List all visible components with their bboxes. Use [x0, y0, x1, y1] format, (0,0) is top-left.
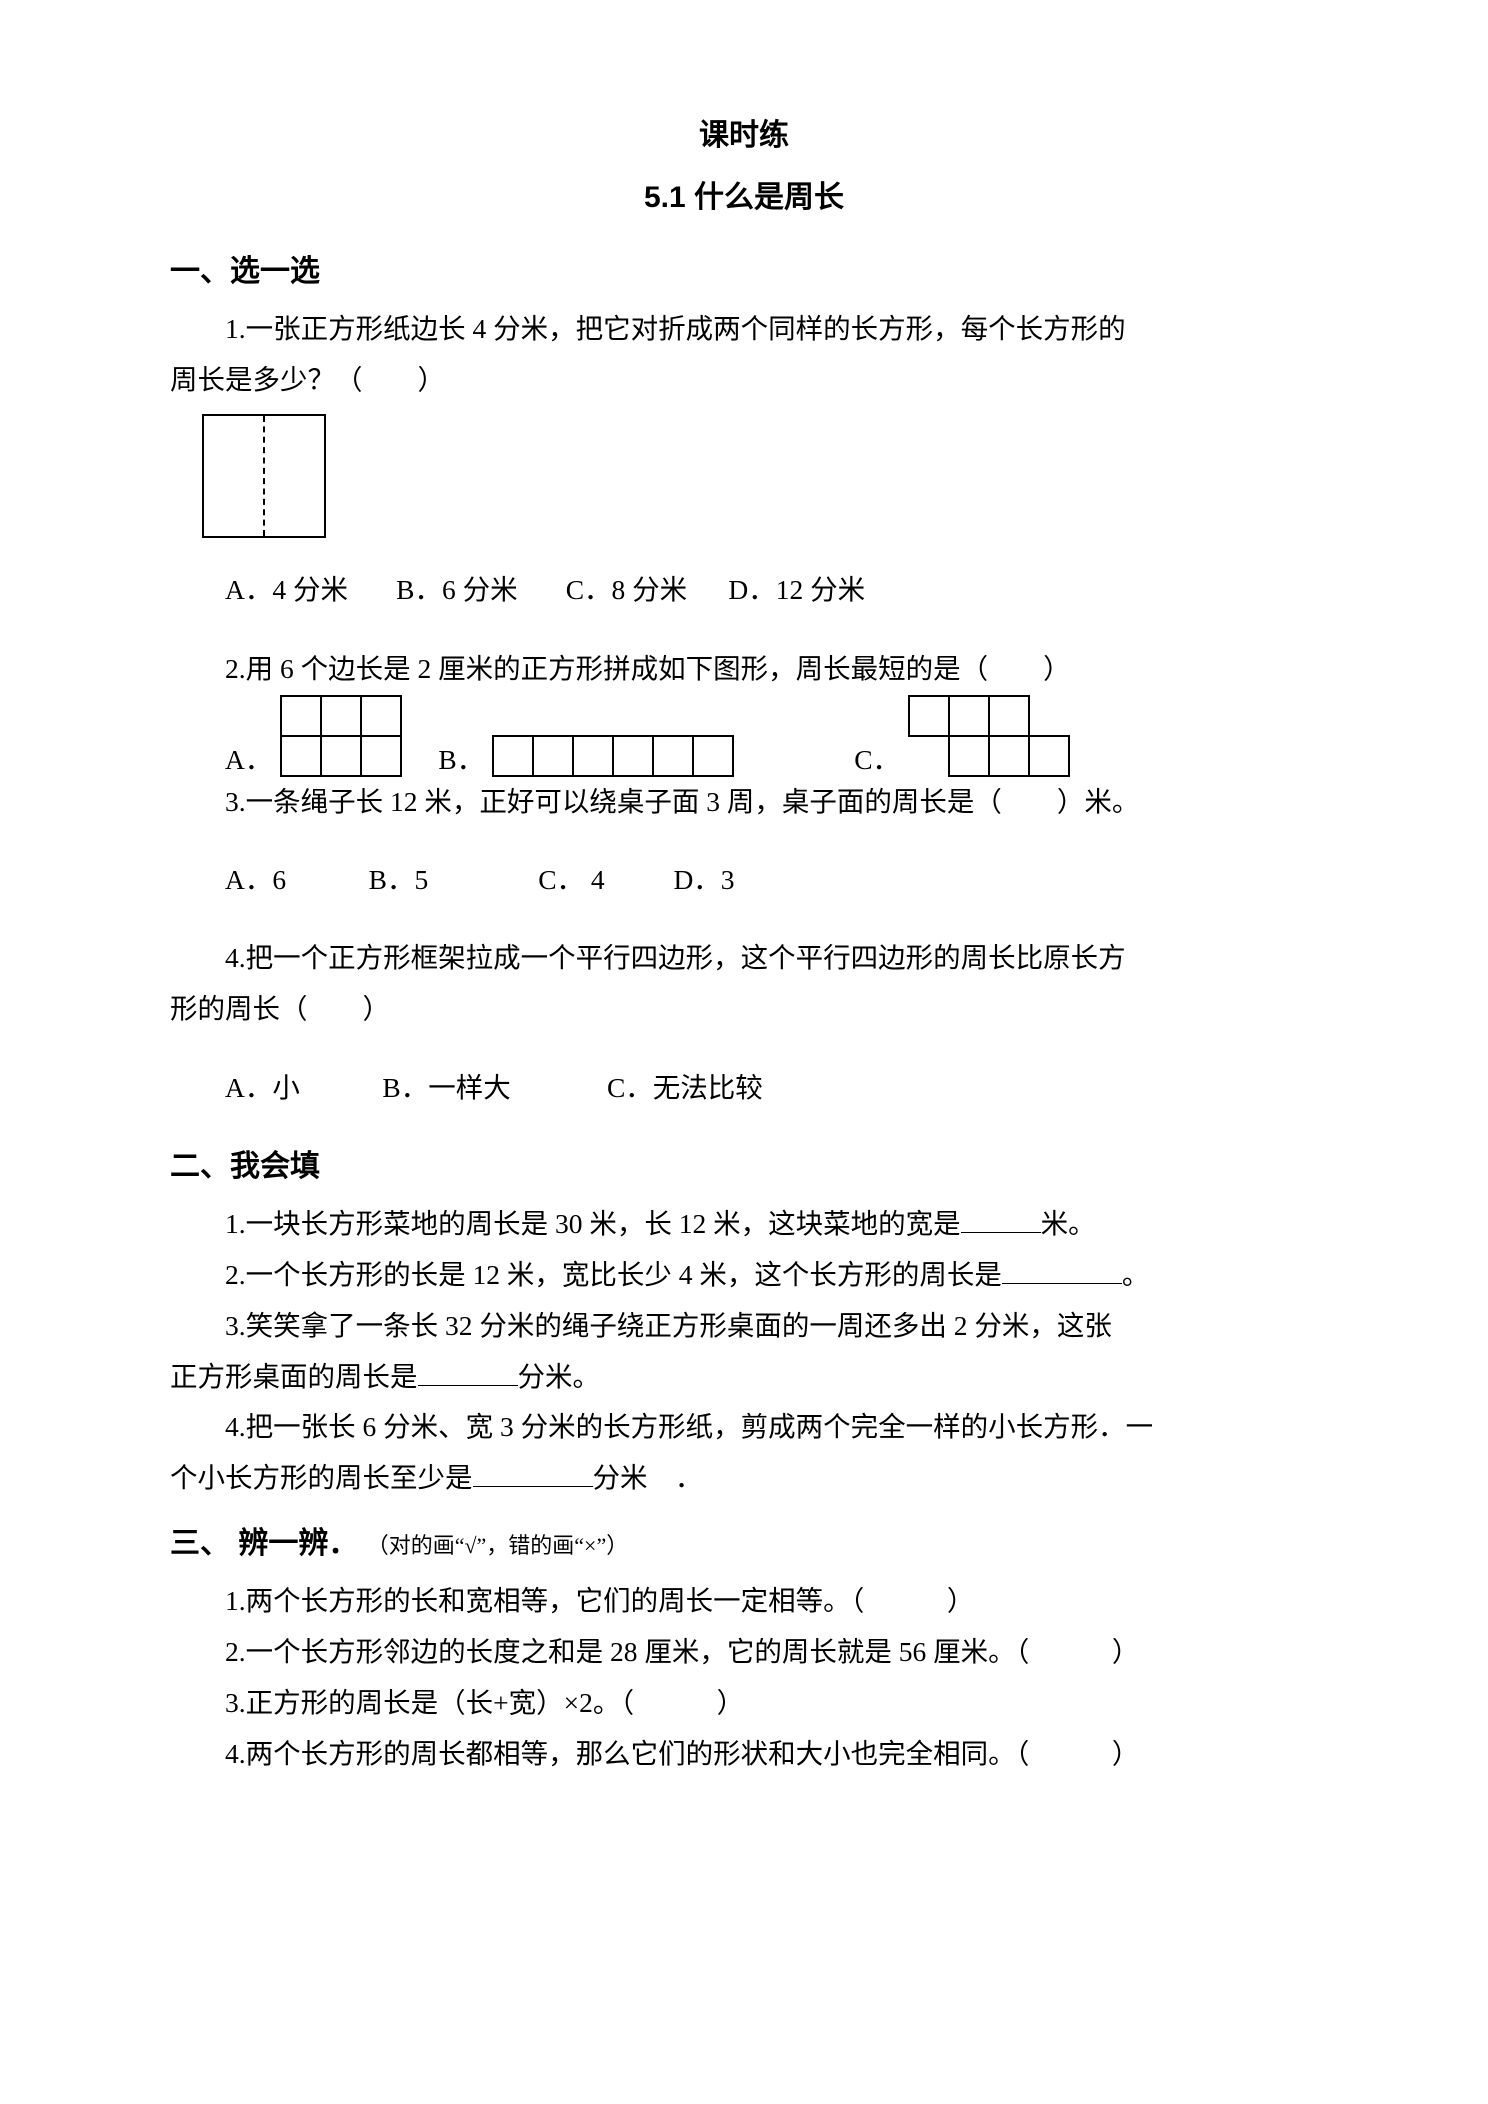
s2-q1: 1.一块长方形菜地的周长是 30 米，长 12 米，这块菜地的宽是 米。 [170, 1199, 1318, 1250]
s1-q3-options: A．6 B．5 C． 4 D．3 [170, 855, 1318, 906]
s1-q2-text: 2.用 6 个边长是 2 厘米的正方形拼成如下图形，周长最短的是（ ） [170, 644, 1318, 695]
grid-shape-c-icon [908, 695, 1070, 777]
s1-q2-figures: A． B． C． [225, 695, 1318, 777]
s1-q1-line2: 周长是多少？（ ） [170, 355, 1318, 406]
s3-q3: 3.正方形的周长是（长+宽）×2。（ ） [170, 1678, 1318, 1729]
s3-q4: 4.两个长方形的周长都相等，那么它们的形状和大小也完全相同。（ ） [170, 1729, 1318, 1780]
s1-q1-optA: A．4 分米 [225, 574, 348, 605]
s1-q3-optD: D．3 [673, 864, 734, 895]
worksheet-page: 课时练 5.1 什么是周长 一、选一选 1.一张正方形纸边长 4 分米，把它对折… [0, 0, 1488, 2104]
s1-q2-labelA: A． [225, 737, 272, 777]
section-3-heading: 三、 辨一辨． （对的画“√”，错的画“×”） [170, 1518, 1318, 1562]
s2-q4b: 个小长方形的周长至少是 [170, 1462, 473, 1493]
grid-shape-a-icon [280, 695, 402, 777]
s1-q1-optD: D．12 分米 [728, 574, 865, 605]
section-2-heading: 二、我会填 [170, 1141, 1318, 1185]
s2-q3c: 分米。 [518, 1361, 601, 1392]
title-main: 课时练 [170, 110, 1318, 154]
s2-q4-l2: 个小长方形的周长至少是 分米 ． [170, 1453, 1318, 1504]
s1-q3-optB: B．5 [369, 864, 429, 895]
s1-q1-line1: 1.一张正方形纸边长 4 分米，把它对折成两个同样的长方形，每个长方形的 [170, 304, 1318, 355]
s1-q1-optC: C．8 分米 [566, 574, 687, 605]
s2-q2: 2.一个长方形的长是 12 米，宽比长少 4 米，这个长方形的周长是 。 [170, 1250, 1318, 1301]
s2-q1a: 1.一块长方形菜地的周长是 30 米，长 12 米，这块菜地的宽是 [225, 1208, 961, 1239]
s1-q2-labelB: B． [438, 737, 484, 777]
s2-q2a: 2.一个长方形的长是 12 米，宽比长少 4 米，这个长方形的周长是 [225, 1259, 1002, 1290]
s1-q3-optA: A．6 [225, 864, 286, 895]
s3-q2: 2.一个长方形邻边的长度之和是 28 厘米，它的周长就是 56 厘米。（ ） [170, 1627, 1318, 1678]
s3-heading-text: 三、 辨一辨． [170, 1527, 358, 1560]
s1-q2-labelC: C． [854, 737, 900, 777]
s2-q4-l1: 4.把一张长 6 分米、宽 3 分米的长方形纸，剪成两个完全一样的小长方形．一 [170, 1402, 1318, 1453]
s1-q1-options: A．4 分米 B．6 分米 C．8 分米 D．12 分米 [170, 565, 1318, 616]
s1-q4-optC: C．无法比较 [607, 1072, 763, 1103]
s1-q4-line2: 形的周长（ ） [170, 984, 1318, 1035]
s1-q3-text: 3.一条绳子长 12 米，正好可以绕桌子面 3 周，桌子面的周长是（ ）米。 [170, 777, 1318, 828]
blank [418, 1357, 518, 1386]
blank [961, 1204, 1041, 1233]
s2-q1b: 米。 [1041, 1208, 1096, 1239]
blank [473, 1459, 593, 1488]
s2-q3b: 正方形桌面的周长是 [170, 1361, 418, 1392]
s2-q2b: 。 [1122, 1259, 1150, 1290]
s2-q3-l2: 正方形桌面的周长是 分米。 [170, 1352, 1318, 1403]
blank [1002, 1255, 1122, 1284]
fold-dash-line [263, 416, 265, 536]
s1-q4-optB: B．一样大 [382, 1072, 510, 1103]
title-sub: 5.1 什么是周长 [170, 172, 1318, 216]
s2-q4c: 分米 ． [593, 1462, 703, 1493]
s1-q3-optC: C． 4 [538, 864, 604, 895]
s1-q4-options: A．小 B．一样大 C．无法比较 [170, 1063, 1318, 1114]
s1-q1-optB: B．6 分米 [396, 574, 517, 605]
grid-shape-b-icon [492, 735, 734, 777]
s2-q3-l1: 3.笑笑拿了一条长 32 分米的绳子绕正方形桌面的一周还多出 2 分米，这张 [170, 1301, 1318, 1352]
s1-q4-optA: A．小 [225, 1072, 300, 1103]
s3-q1: 1.两个长方形的长和宽相等，它们的周长一定相等。（ ） [170, 1576, 1318, 1627]
s3-heading-tail: （对的画“√”，错的画“×”） [367, 1533, 629, 1558]
s1-q4-line1: 4.把一个正方形框架拉成一个平行四边形，这个平行四边形的周长比原长方 [170, 933, 1318, 984]
section-1-heading: 一、选一选 [170, 246, 1318, 290]
square-fold-icon [202, 414, 326, 538]
s1-q1-figure [202, 414, 1318, 538]
